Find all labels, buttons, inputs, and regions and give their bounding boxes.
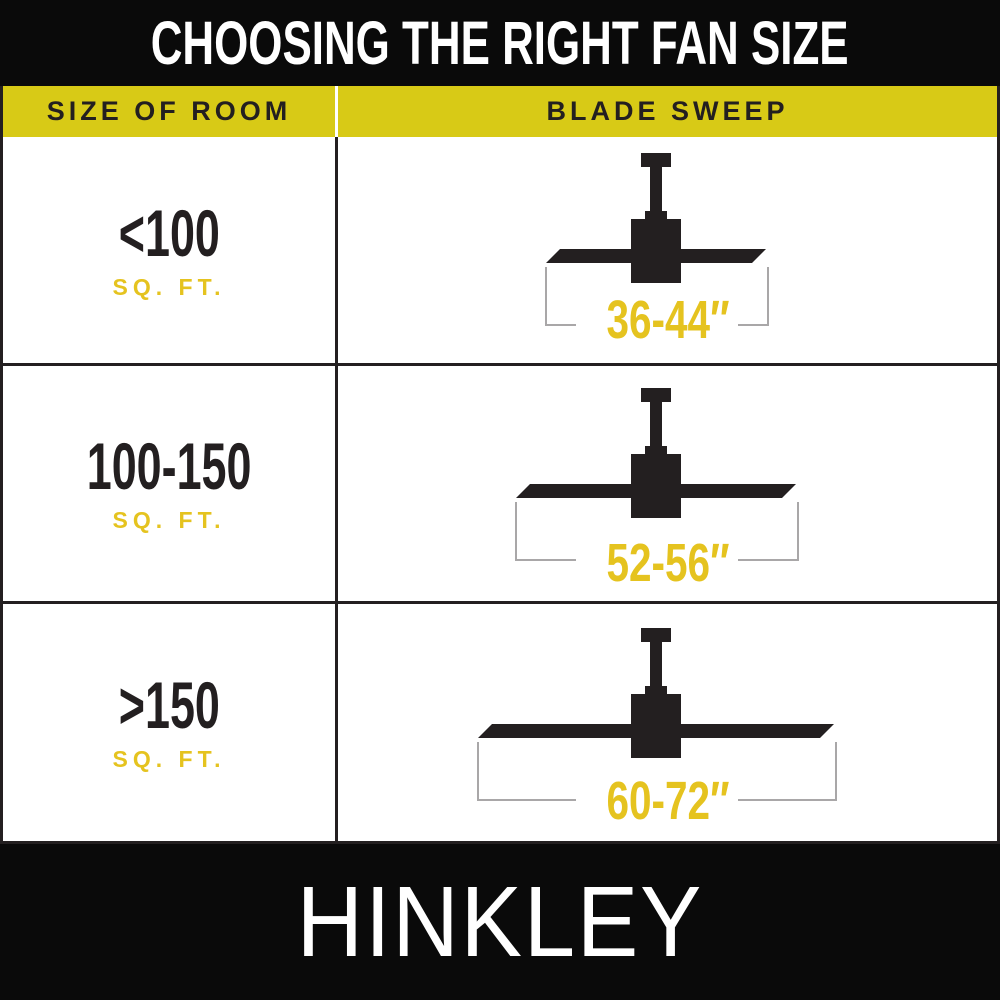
room-size-value: <100 bbox=[118, 195, 220, 270]
room-size-cell: 100-150 SQ. FT. bbox=[3, 366, 338, 601]
table-header-row: SIZE OF ROOM BLADE SWEEP bbox=[3, 86, 997, 137]
room-size-unit: SQ. FT. bbox=[112, 746, 226, 772]
size-of-room-label: SIZE OF ROOM bbox=[46, 96, 292, 126]
blade-sweep-cell: 36-44″ bbox=[338, 137, 997, 363]
table-row-over-150: >150 SQ. FT. 60-72″ bbox=[3, 604, 997, 844]
ceiling-fan-icon bbox=[476, 628, 837, 801]
column-header-size-of-room: SIZE OF ROOM bbox=[3, 86, 338, 137]
room-size-cell: >150 SQ. FT. bbox=[3, 604, 338, 841]
table-row-100-150: 100-150 SQ. FT. 52-56″ bbox=[3, 366, 997, 604]
fan-size-table: SIZE OF ROOM BLADE SWEEP <100 SQ. FT. bbox=[0, 86, 1000, 844]
blade-sweep-value: 52-56″ bbox=[605, 533, 729, 593]
fan-blades bbox=[515, 484, 796, 498]
page-title: CHOOSING THE RIGHT FAN SIZE bbox=[151, 8, 849, 77]
room-size-cell: <100 SQ. FT. bbox=[3, 137, 338, 363]
measure-bracket-right bbox=[737, 502, 799, 561]
blade-sweep-cell: 52-56″ bbox=[338, 366, 997, 601]
measure-bracket-left bbox=[514, 502, 576, 561]
blade-sweep-value: 36-44″ bbox=[605, 290, 729, 350]
blade-sweep-measurement: 36-44″ bbox=[338, 293, 997, 347]
blade-sweep-label: BLADE SWEEP bbox=[546, 96, 789, 126]
brand-footer: HINKLEY bbox=[0, 844, 1000, 1000]
measure-bracket-right bbox=[737, 742, 837, 801]
blade-sweep-cell: 60-72″ bbox=[338, 604, 997, 841]
table-row-under-100: <100 SQ. FT. 36-44″ bbox=[3, 137, 997, 366]
column-header-blade-sweep: BLADE SWEEP bbox=[338, 86, 997, 137]
room-size-value: >150 bbox=[118, 668, 220, 742]
blade-sweep-measurement: 52-56″ bbox=[338, 536, 997, 590]
measure-bracket-right bbox=[737, 267, 769, 326]
blade-sweep-measurement: 60-72″ bbox=[338, 774, 997, 828]
measure-bracket-left bbox=[544, 267, 576, 326]
room-size-unit: SQ. FT. bbox=[112, 507, 226, 533]
blade-sweep-value: 60-72″ bbox=[605, 771, 729, 831]
title-bar: CHOOSING THE RIGHT FAN SIZE bbox=[0, 0, 1000, 86]
ceiling-fan-icon bbox=[514, 388, 799, 561]
room-size-value: 100-150 bbox=[86, 429, 252, 503]
fan-blades bbox=[477, 724, 834, 738]
ceiling-fan-icon bbox=[544, 153, 769, 326]
fan-blades bbox=[545, 249, 766, 263]
room-size-unit: SQ. FT. bbox=[112, 273, 226, 300]
brand-logo: HINKLEY bbox=[296, 866, 704, 978]
measure-bracket-left bbox=[476, 742, 576, 801]
